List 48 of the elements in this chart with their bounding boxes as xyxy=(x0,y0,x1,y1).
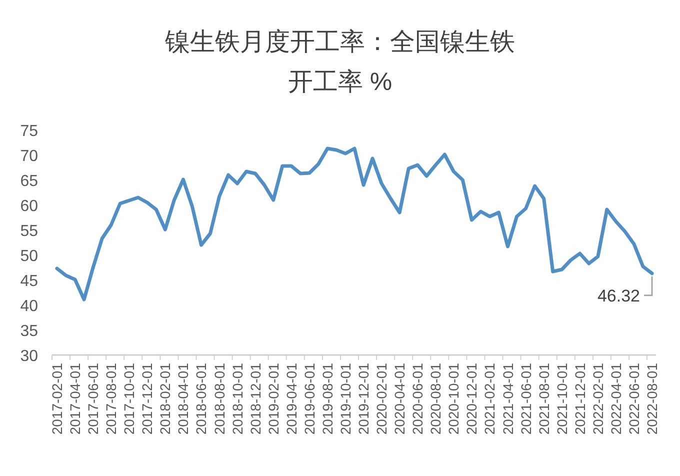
x-tick-label: 2022-04-01 xyxy=(608,362,624,435)
x-tick-label: 2018-04-01 xyxy=(175,362,192,435)
x-tick-label: 2019-10-01 xyxy=(337,362,354,435)
x-tick-label: 2022-06-01 xyxy=(626,362,642,435)
x-tick-label: 2022-08-01 xyxy=(644,362,660,435)
x-tick-label: 2018-10-01 xyxy=(229,362,246,435)
y-tick-label: 55 xyxy=(20,223,38,240)
chart-subtitle: 开工率 % xyxy=(288,68,392,96)
x-tick-label: 2020-02-01 xyxy=(374,362,390,435)
x-tick-label: 2018-08-01 xyxy=(211,362,228,435)
x-tick-label: 2021-06-01 xyxy=(518,362,534,435)
x-tick-label: 2019-08-01 xyxy=(319,362,336,435)
x-tick-label: 2020-10-01 xyxy=(446,362,462,435)
x-tick-label: 2019-12-01 xyxy=(356,362,372,435)
x-tick-label: 2022-02-01 xyxy=(590,362,606,435)
y-tick-label: 60 xyxy=(20,198,38,215)
data-label: 46.32 xyxy=(597,286,640,306)
y-tick-label: 75 xyxy=(20,123,38,140)
x-tick-label: 2019-04-01 xyxy=(283,362,300,435)
x-tick-label: 2018-06-01 xyxy=(193,362,210,435)
x-tick-label: 2017-06-01 xyxy=(85,362,102,435)
x-tick-label: 2017-12-01 xyxy=(139,362,156,435)
x-tick-label: 2020-12-01 xyxy=(464,362,480,435)
x-tick-label: 2021-02-01 xyxy=(482,362,498,435)
x-tick-label: 2019-02-01 xyxy=(265,362,282,435)
x-tick-label: 2017-08-01 xyxy=(103,362,120,435)
y-tick-label: 35 xyxy=(20,323,38,340)
x-tick-label: 2021-12-01 xyxy=(572,362,588,435)
x-tick-label: 2018-12-01 xyxy=(247,362,264,435)
line-series xyxy=(55,146,654,302)
y-tick-label: 65 xyxy=(20,173,38,190)
y-tick-label: 45 xyxy=(20,273,38,290)
x-tick-label: 2017-02-01 xyxy=(49,362,65,435)
y-tick-label: 30 xyxy=(20,348,38,365)
x-tick-label: 2020-08-01 xyxy=(428,362,444,435)
x-tick-label: 2021-08-01 xyxy=(536,362,552,435)
x-tick-label: 2017-10-01 xyxy=(121,362,138,435)
y-tick-label: 40 xyxy=(20,298,38,315)
y-tick-label: 50 xyxy=(20,248,38,265)
x-tick-label: 2021-10-01 xyxy=(554,362,570,435)
x-tick-label: 2018-02-01 xyxy=(157,362,174,435)
x-tick-label: 2017-04-01 xyxy=(67,362,84,435)
x-tick-label: 2019-06-01 xyxy=(301,362,318,435)
x-tick-label: 2020-04-01 xyxy=(392,362,408,435)
chart-title: 镍生铁月度开工率：全国镍生铁 xyxy=(164,28,515,56)
x-tick-label: 2020-06-01 xyxy=(410,362,426,435)
y-tick-label: 70 xyxy=(20,148,38,165)
x-tick-label: 2021-04-01 xyxy=(500,362,516,435)
